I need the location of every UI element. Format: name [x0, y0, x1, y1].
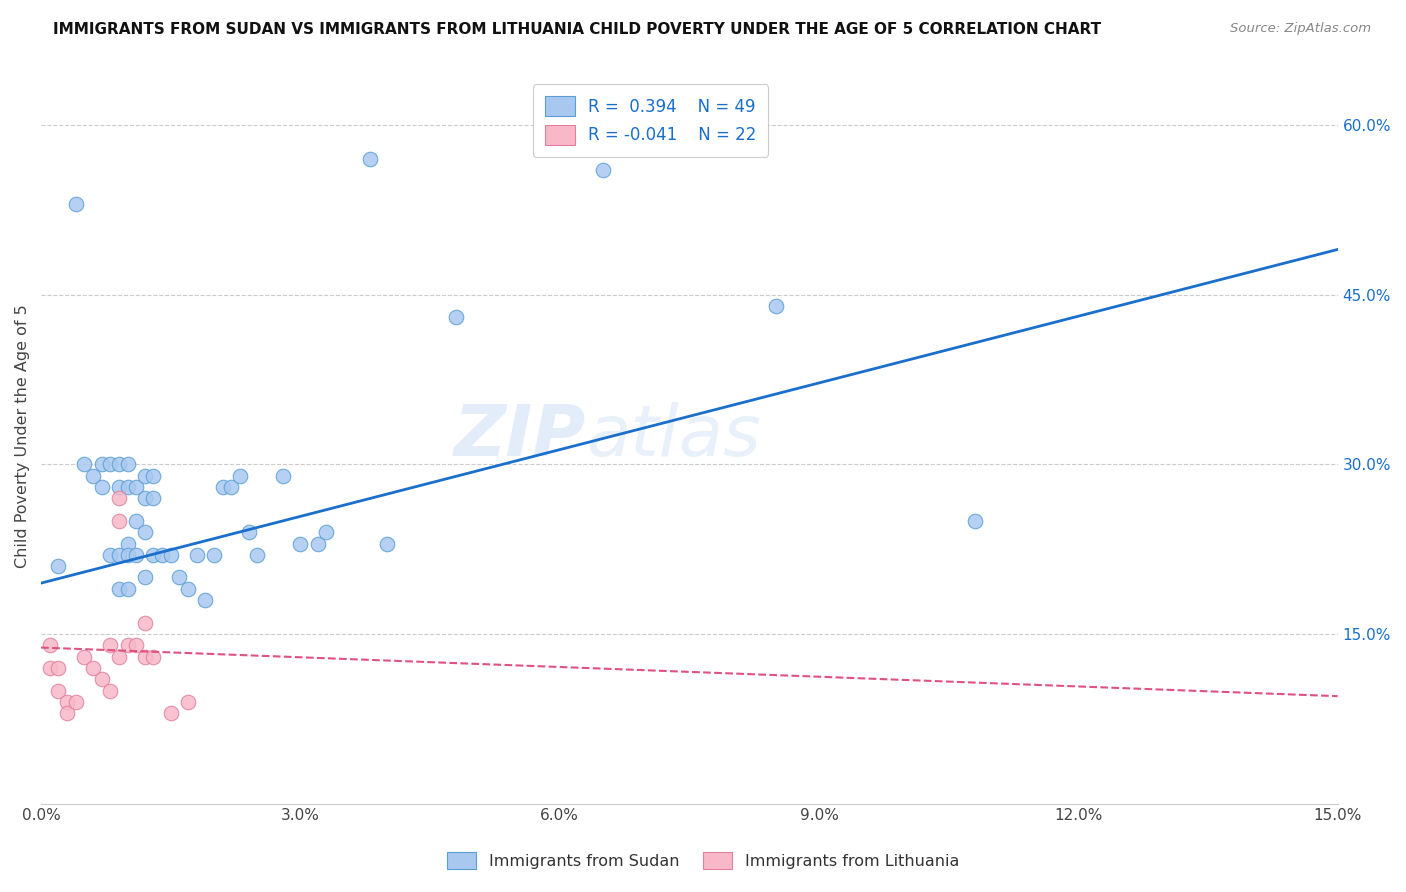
- Point: [150, 548, 173, 562]
- Point: [142, 548, 165, 562]
- Text: atlas: atlas: [586, 401, 761, 471]
- Point: [48, 559, 70, 574]
- Point: [108, 458, 131, 472]
- Point: [73, 458, 96, 472]
- Point: [125, 638, 148, 652]
- Point: [117, 582, 139, 596]
- Point: [125, 480, 148, 494]
- Text: IMMIGRANTS FROM SUDAN VS IMMIGRANTS FROM LITHUANIA CHILD POVERTY UNDER THE AGE O: IMMIGRANTS FROM SUDAN VS IMMIGRANTS FROM…: [53, 22, 1101, 37]
- Point: [108, 582, 131, 596]
- Point: [229, 468, 252, 483]
- Point: [271, 468, 294, 483]
- Point: [125, 548, 148, 562]
- Point: [142, 491, 165, 506]
- Point: [307, 536, 329, 550]
- Point: [125, 514, 148, 528]
- Point: [159, 706, 181, 720]
- Point: [65, 197, 87, 211]
- Point: [108, 548, 131, 562]
- Point: [159, 548, 181, 562]
- Point: [56, 695, 79, 709]
- Point: [359, 152, 381, 166]
- Point: [134, 491, 156, 506]
- Point: [177, 695, 200, 709]
- Text: ZIP: ZIP: [453, 401, 586, 471]
- Point: [315, 525, 337, 540]
- Point: [444, 310, 467, 325]
- Point: [65, 695, 87, 709]
- Point: [219, 480, 242, 494]
- Point: [90, 672, 112, 686]
- Point: [108, 480, 131, 494]
- Point: [375, 536, 398, 550]
- Point: [82, 468, 104, 483]
- Point: [117, 548, 139, 562]
- Point: [963, 514, 986, 528]
- Point: [765, 299, 787, 313]
- Point: [134, 649, 156, 664]
- Point: [48, 661, 70, 675]
- Point: [48, 683, 70, 698]
- Point: [238, 525, 260, 540]
- Point: [169, 570, 191, 584]
- Point: [202, 548, 225, 562]
- Point: [73, 649, 96, 664]
- Point: [117, 458, 139, 472]
- Point: [211, 480, 233, 494]
- Point: [134, 468, 156, 483]
- Text: Source: ZipAtlas.com: Source: ZipAtlas.com: [1230, 22, 1371, 36]
- Point: [134, 570, 156, 584]
- Point: [98, 638, 121, 652]
- Point: [90, 458, 112, 472]
- Point: [117, 480, 139, 494]
- Point: [186, 548, 208, 562]
- Point: [56, 706, 79, 720]
- Point: [290, 536, 312, 550]
- Point: [38, 638, 60, 652]
- Point: [98, 683, 121, 698]
- Point: [82, 661, 104, 675]
- Point: [98, 458, 121, 472]
- Point: [108, 649, 131, 664]
- Point: [98, 548, 121, 562]
- Point: [108, 491, 131, 506]
- Point: [117, 638, 139, 652]
- Point: [177, 582, 200, 596]
- Point: [142, 468, 165, 483]
- Point: [142, 649, 165, 664]
- Point: [117, 536, 139, 550]
- Y-axis label: Child Poverty Under the Age of 5: Child Poverty Under the Age of 5: [15, 304, 30, 568]
- Point: [134, 615, 156, 630]
- Legend: Immigrants from Sudan, Immigrants from Lithuania: Immigrants from Sudan, Immigrants from L…: [440, 846, 966, 875]
- Point: [246, 548, 269, 562]
- Legend: R =  0.394    N = 49, R = -0.041    N = 22: R = 0.394 N = 49, R = -0.041 N = 22: [533, 84, 768, 156]
- Point: [592, 163, 614, 178]
- Point: [134, 525, 156, 540]
- Point: [90, 480, 112, 494]
- Point: [38, 661, 60, 675]
- Point: [194, 593, 217, 607]
- Point: [108, 514, 131, 528]
